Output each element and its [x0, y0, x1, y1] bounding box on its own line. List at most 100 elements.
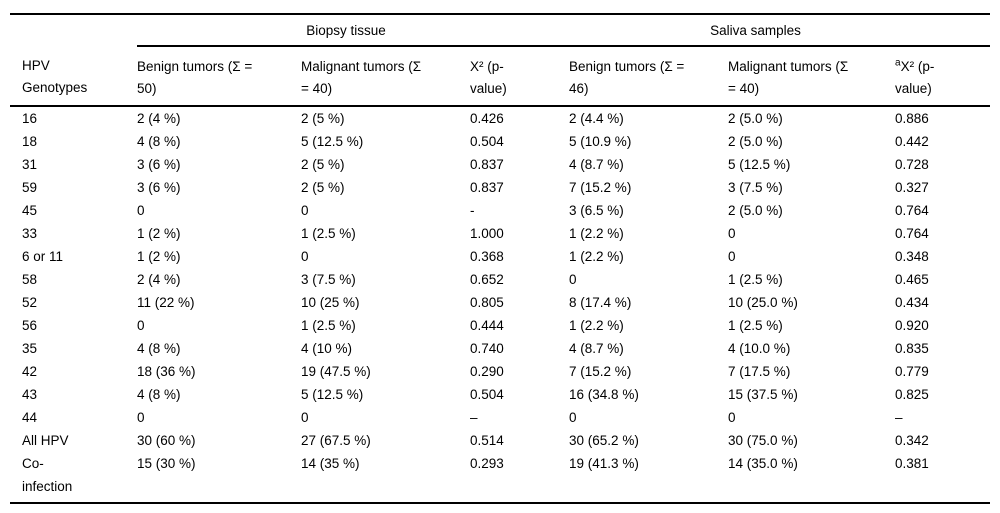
value-cell: 10 (25 %) [301, 295, 360, 310]
table-row: 43 4 (8 %) 5 (12.5 %) 0.504 16 (34.8 %) 15 (3… [10, 383, 990, 406]
value-cell: 0.920 [895, 318, 929, 333]
table-row: 44 0 0 – 0 0 – [10, 406, 990, 429]
column-header-row: HPV Genotypes Benign tumors (Σ = 50) Malig… [10, 46, 991, 107]
col-header-line: Malignant tumors (Σ [301, 59, 422, 74]
table-row: 31 3 (6 %) 2 (5 %) 0.837 4 (8.7 %) 5 (12.5 %)… [10, 153, 990, 176]
genotype-cell: All HPV [22, 433, 69, 448]
value-cell: 3 (7.5 %) [301, 272, 356, 287]
value-cell: 0 [137, 203, 145, 218]
col-header-line: 46) [569, 81, 589, 96]
value-cell: 3 (6.5 %) [569, 203, 624, 218]
genotype-cell: 58 [22, 272, 38, 287]
genotype-cell: 31 [22, 157, 38, 172]
value-cell: 10 (25.0 %) [728, 295, 798, 310]
value-cell: 1 (2.2 %) [569, 249, 624, 264]
value-cell: 1 (2.5 %) [301, 318, 356, 333]
group-header-empty [10, 14, 137, 46]
group-header-biopsy-tissue: Biopsy tissue [137, 14, 570, 47]
value-cell: 1 (2.5 %) [728, 318, 783, 333]
table-row: 52 11 (22 %) 10 (25 %) 0.805 8 (17.4 %) 10 (2… [10, 291, 990, 314]
value-cell: 19 (41.3 %) [569, 456, 639, 471]
value-cell: 0.779 [895, 364, 929, 379]
value-cell: 7 (17.5 %) [728, 364, 791, 379]
value-cell: 2 (5.0 %) [728, 111, 783, 126]
value-cell: 11 (22 %) [137, 295, 195, 310]
value-cell: 4 (8.7 %) [569, 341, 624, 356]
genotype-cell: 42 [22, 364, 38, 379]
value-cell: 4 (8 %) [137, 387, 181, 402]
value-cell: 7 (15.2 %) [569, 364, 632, 379]
table-row: 18 4 (8 %) 5 (12.5 %) 0.504 5 (10.9 %) 2 (5.0… [10, 130, 990, 153]
value-cell: 0.348 [895, 249, 929, 264]
value-cell: 19 (47.5 %) [301, 364, 371, 379]
col-header-line: Genotypes [22, 80, 88, 95]
col-header-line: value) [470, 81, 507, 96]
col-header-line: X² (p- [900, 59, 935, 74]
table-row: 6 or 11 1 (2 %) 0 0.368 1 (2.2 %) 0 0.348 [10, 245, 990, 268]
genotype-cell: 35 [22, 341, 38, 356]
value-cell: 0 [728, 226, 736, 241]
table-row: 33 1 (2 %) 1 (2.5 %) 1.000 1 (2.2 %) 0 0.764 [10, 222, 990, 245]
value-cell: 5 (12.5 %) [728, 157, 791, 172]
value-cell: 4 (8 %) [137, 341, 181, 356]
value-cell: 2 (4 %) [137, 111, 181, 126]
value-cell: 0.293 [470, 456, 504, 471]
value-cell: 5 (10.9 %) [569, 134, 632, 149]
hpv-genotype-table: Biopsy tissue Saliva samples HPV Genotype… [10, 13, 991, 504]
value-cell: 0.426 [470, 111, 504, 126]
value-cell: 1 (2.5 %) [301, 226, 356, 241]
table-row: Co- infection 15 (30 %) 14 (35 %) 0.293 19 (… [10, 452, 990, 503]
value-cell: 2 (5 %) [301, 111, 345, 126]
table-row: 16 2 (4 %) 2 (5 %) 0.426 2 (4.4 %) 2 (5.0 %) 0… [10, 106, 990, 130]
value-cell: 0.434 [895, 295, 929, 310]
genotype-cell: 16 [22, 111, 38, 126]
value-cell: 3 (6 %) [137, 157, 181, 172]
value-cell: 2 (4 %) [137, 272, 181, 287]
value-cell: 0.652 [470, 272, 504, 287]
footnote-marker-a: a [895, 57, 901, 69]
col-header-line: HPV [22, 58, 50, 73]
col-header-biopsy-malignant: Malignant tumors (Σ = 40) [301, 46, 470, 107]
value-cell: 0.327 [895, 180, 929, 195]
value-cell: 27 (67.5 %) [301, 433, 371, 448]
value-cell: 3 (7.5 %) [728, 180, 783, 195]
value-cell: 2 (4.4 %) [569, 111, 624, 126]
value-cell: – [895, 410, 903, 425]
value-cell: 0.444 [470, 318, 504, 333]
value-cell: 1 (2 %) [137, 249, 181, 264]
col-header-line: = 40) [301, 81, 333, 96]
value-cell: 0.837 [470, 157, 504, 172]
value-cell: 0.381 [895, 456, 929, 471]
value-cell: 0.764 [895, 226, 929, 241]
value-cell: 0.740 [470, 341, 504, 356]
value-cell: 0.764 [895, 203, 929, 218]
value-cell: - [470, 203, 475, 218]
value-cell: 4 (8.7 %) [569, 157, 624, 172]
value-cell: 0.442 [895, 134, 929, 149]
col-header-line: = 40) [728, 81, 760, 96]
value-cell: 0.837 [470, 180, 504, 195]
value-cell: 0.825 [895, 387, 929, 402]
col-header-line: Malignant tumors (Σ [728, 59, 849, 74]
value-cell: 14 (35.0 %) [728, 456, 798, 471]
value-cell: 30 (60 %) [137, 433, 196, 448]
value-cell: 4 (10.0 %) [728, 341, 791, 356]
value-cell: 1 (2.2 %) [569, 226, 624, 241]
value-cell: 0.805 [470, 295, 504, 310]
genotype-cell: 44 [22, 410, 38, 425]
genotype-cell: 56 [22, 318, 38, 333]
value-cell: 7 (15.2 %) [569, 180, 632, 195]
value-cell: 0.886 [895, 111, 929, 126]
table-row: 56 0 1 (2.5 %) 0.444 1 (2.2 %) 1 (2.5 %) 0.920 [10, 314, 990, 337]
col-header-line: Benign tumors (Σ = [137, 59, 253, 74]
value-cell: 5 (12.5 %) [301, 387, 364, 402]
genotype-cell: 43 [22, 387, 38, 402]
genotype-cell: 33 [22, 226, 38, 241]
table-body: 16 2 (4 %) 2 (5 %) 0.426 2 (4.4 %) 2 (5.0 %) 0… [10, 106, 990, 503]
value-cell: 0.465 [895, 272, 929, 287]
value-cell: 15 (30 %) [137, 456, 196, 471]
value-cell: 1 (2.5 %) [728, 272, 783, 287]
table-header: Biopsy tissue Saliva samples HPV Genotype… [10, 14, 991, 107]
value-cell: 0 [301, 203, 309, 218]
value-cell: 0.504 [470, 134, 504, 149]
